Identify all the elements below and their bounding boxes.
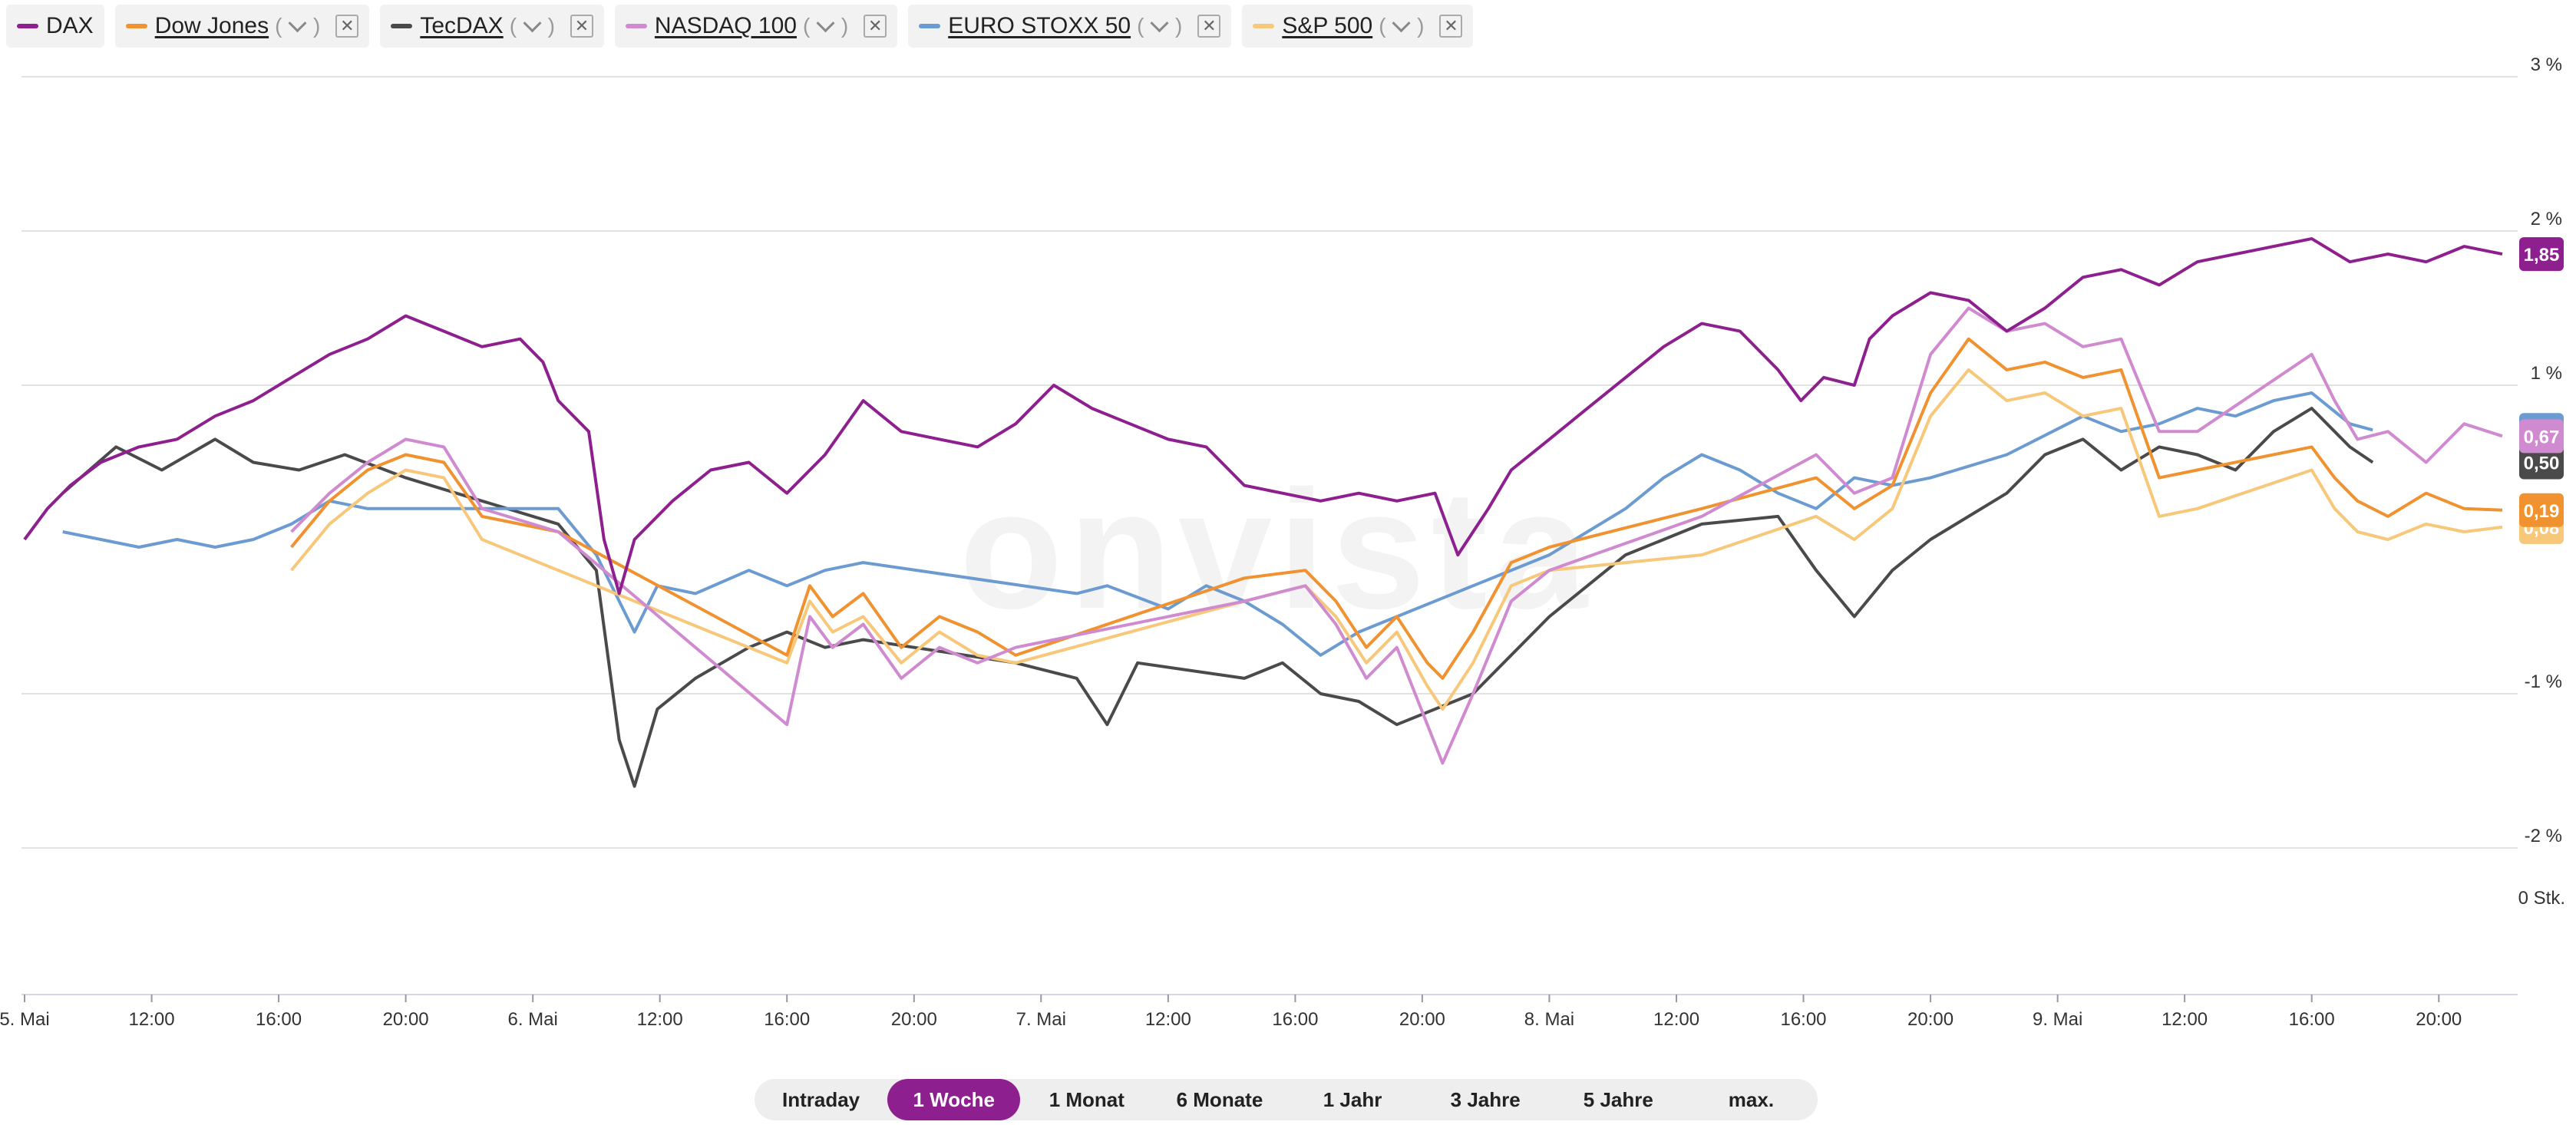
series-color-swatch — [919, 24, 941, 28]
series-line — [62, 391, 2373, 657]
series-line — [23, 237, 2503, 595]
series-color-swatch — [17, 24, 38, 28]
range-button[interactable]: 3 Jahre — [1450, 1088, 1521, 1111]
last-value-label: 0,50 — [2524, 454, 2560, 474]
x-tick-label: 7. Mai — [1016, 1009, 1066, 1030]
legend-series-name[interactable]: Dow Jones — [154, 13, 269, 38]
range-button[interactable]: Intraday — [781, 1088, 860, 1111]
x-tick-label: 20:00 — [383, 1009, 429, 1030]
x-tick-label: 12:00 — [1653, 1009, 1699, 1030]
close-icon[interactable]: ✕ — [1439, 15, 1463, 38]
close-icon[interactable]: ✕ — [335, 15, 359, 38]
dropdown-toggle[interactable]: ( ) — [803, 14, 849, 38]
legend-series-name[interactable]: S&P 500 — [1282, 13, 1373, 38]
legend-chip[interactable]: EURO STOXX 50( ) ✕ — [908, 5, 1232, 48]
close-icon[interactable]: ✕ — [570, 15, 593, 38]
x-tick-label: 20:00 — [2416, 1009, 2462, 1030]
x-tick-label: 20:00 — [1907, 1009, 1953, 1030]
legend-series-name[interactable]: NASDAQ 100 — [654, 13, 797, 38]
x-tick-label: 8. Mai — [1524, 1009, 1574, 1030]
legend-series-name[interactable]: DAX — [46, 13, 94, 38]
dropdown-toggle[interactable]: ( ) — [509, 14, 555, 38]
last-value-label: 0,19 — [2524, 501, 2560, 522]
range-button[interactable]: max. — [1728, 1088, 1775, 1111]
x-tick-label: 12:00 — [129, 1009, 175, 1030]
last-value-badge — [2519, 419, 2564, 454]
x-tick-label: 20:00 — [1399, 1009, 1445, 1030]
dropdown-toggle[interactable]: ( ) — [1379, 14, 1425, 38]
y-tick-label: 1 % — [2531, 363, 2562, 384]
series-line — [61, 407, 2374, 788]
close-icon[interactable]: ✕ — [1197, 15, 1221, 38]
x-tick-label: 20:00 — [891, 1009, 937, 1030]
series-color-swatch — [391, 24, 413, 28]
x-tick-label: 5. Mai — [0, 1009, 50, 1030]
series-color-swatch — [125, 24, 147, 28]
y-tick-label: 3 % — [2531, 54, 2562, 75]
legend-chip[interactable]: DAX — [6, 5, 104, 48]
x-tick-label: 16:00 — [1780, 1009, 1826, 1030]
y-tick-label: -1 % — [2525, 671, 2562, 692]
y-tick-label: 2 % — [2531, 209, 2562, 229]
x-tick-label: 6. Mai — [508, 1009, 558, 1030]
range-button[interactable]: 1 Monat — [1049, 1088, 1125, 1111]
last-value-label: 1,85 — [2524, 245, 2560, 266]
series-line — [290, 337, 2503, 680]
x-tick-label: 12:00 — [1145, 1009, 1191, 1030]
dropdown-toggle[interactable]: ( ) — [275, 14, 321, 38]
series-color-swatch — [1253, 24, 1275, 28]
time-range-selector: Intraday 1 Woche 1 Monat 6 Monate 1 Jahr 3 Ja… — [755, 1079, 1818, 1120]
series-color-swatch — [625, 24, 647, 28]
legend-chip[interactable]: Dow Jones( ) ✕ — [114, 5, 370, 48]
legend-series-name[interactable]: TecDAX — [420, 13, 504, 38]
x-tick-label: 16:00 — [2289, 1009, 2335, 1030]
volume-axis-label: 0 Stk. — [2518, 888, 2565, 909]
legend-chip[interactable]: TecDAX( ) ✕ — [380, 5, 604, 48]
x-tick-label: 16:00 — [764, 1009, 810, 1030]
last-value-badge — [2519, 493, 2564, 527]
y-tick-label: -2 % — [2525, 826, 2562, 846]
last-value-badge — [2519, 445, 2564, 480]
series-line — [290, 368, 2503, 711]
x-tick-label: 12:00 — [637, 1009, 683, 1030]
x-tick-label: 16:00 — [256, 1009, 302, 1030]
range-button[interactable]: 5 Jahre — [1583, 1088, 1653, 1111]
legend-chip[interactable]: S&P 500( ) ✕ — [1242, 5, 1474, 48]
legend-series-name[interactable]: EURO STOXX 50 — [948, 13, 1131, 38]
dropdown-toggle[interactable]: ( ) — [1137, 14, 1183, 38]
range-button[interactable]: 6 Monate — [1176, 1088, 1263, 1111]
legend-chip[interactable]: NASDAQ 100( ) ✕ — [614, 5, 898, 48]
series-line — [290, 306, 2503, 765]
close-icon[interactable]: ✕ — [864, 15, 887, 38]
range-button[interactable]: 1 Jahr — [1323, 1088, 1382, 1111]
x-tick-label: 12:00 — [2162, 1009, 2208, 1030]
x-tick-label: 9. Mai — [2033, 1009, 2082, 1030]
last-value-label: 0,67 — [2524, 427, 2560, 447]
range-button[interactable]: 1 Woche — [887, 1079, 1021, 1120]
series-legend: DAX Dow Jones( ) ✕ TecDAX( ) ✕ NASDAQ 100( ) ✕… — [6, 5, 1474, 49]
last-value-badge — [2519, 237, 2564, 272]
comparison-line-chart[interactable]: 3 % 2 % 1 % -1 % -2 % 0 Stk. 5. Mai 12:00 16:00 2… — [0, 0, 2576, 1074]
x-tick-label: 16:00 — [1272, 1009, 1318, 1030]
